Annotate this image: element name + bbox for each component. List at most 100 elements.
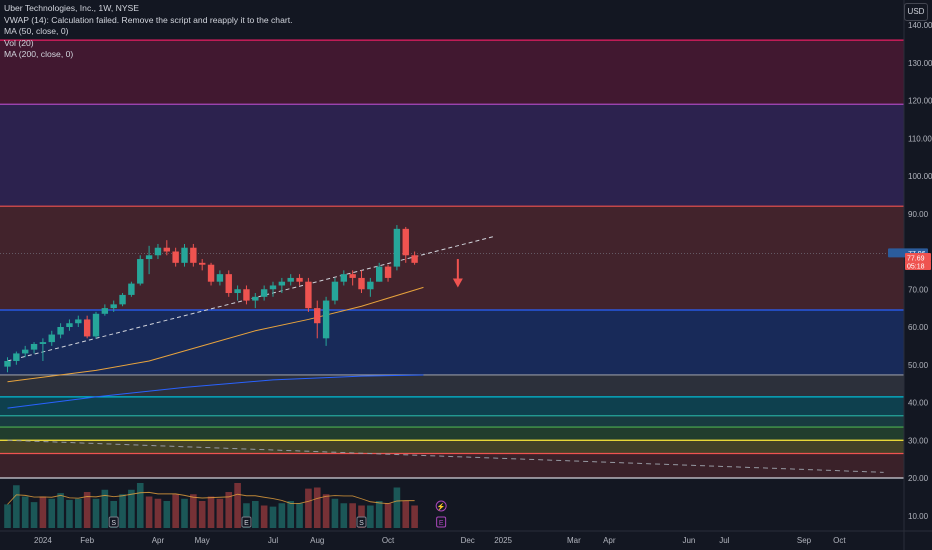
ma200-line xyxy=(7,374,424,409)
price-zone-8 xyxy=(0,440,904,454)
currency-button[interactable]: USD xyxy=(904,3,928,21)
time-tick-label: Dec xyxy=(461,536,475,545)
candle-body-4 xyxy=(39,342,47,344)
event-flash-marker xyxy=(435,500,447,512)
candle-body-29 xyxy=(260,289,268,297)
price-zone-4 xyxy=(0,374,904,397)
candle-body-27 xyxy=(243,289,250,301)
candle-body-12 xyxy=(110,304,117,309)
arrow-down-head xyxy=(452,278,463,288)
candle-body-3 xyxy=(30,343,38,350)
time-tick-label: May xyxy=(195,536,210,545)
price-tick-label: 90.00 xyxy=(908,210,929,219)
time-tick-label: Oct xyxy=(833,536,846,545)
volume-bar-44 xyxy=(393,487,401,528)
ma50-line xyxy=(7,286,424,383)
volume-ma-line xyxy=(7,491,415,505)
down-trend-line xyxy=(7,439,884,473)
candle-body-1 xyxy=(13,353,20,361)
legend-ma50[interactable]: MA (50, close, 0) xyxy=(4,26,69,37)
volume-bar-27 xyxy=(243,503,250,528)
candle-body-37 xyxy=(331,281,339,301)
candle-body-46 xyxy=(411,255,418,263)
volume-bar-18 xyxy=(163,501,171,528)
volume-bar-5 xyxy=(48,498,56,528)
time-tick-label: Jul xyxy=(719,536,729,545)
candle-body-30 xyxy=(269,285,277,290)
candle-body-33 xyxy=(296,277,303,282)
candle-body-5 xyxy=(48,334,55,343)
candle-body-32 xyxy=(287,277,294,282)
event-marker-label-2: S xyxy=(359,520,364,527)
volume-bar-26 xyxy=(234,483,241,528)
candle-body-20 xyxy=(181,247,188,263)
candle-body-34 xyxy=(305,281,312,309)
candle-body-10 xyxy=(92,313,100,337)
price-zone-1 xyxy=(0,104,904,207)
time-tick-label: Apr xyxy=(603,536,616,545)
volume-bar-6 xyxy=(57,493,64,528)
price-tag-label-1: 77.69 xyxy=(907,256,925,263)
price-tag-label-2: 05:18 xyxy=(907,264,925,271)
legend-vwap[interactable]: VWAP (14): Calculation failed. Remove th… xyxy=(4,14,293,25)
event-marker-1 xyxy=(241,516,252,528)
volume-bar-8 xyxy=(75,498,82,528)
price-zone-3 xyxy=(0,310,904,375)
price-tick-label: 100.00 xyxy=(908,172,932,181)
volume-bar-36 xyxy=(322,494,330,528)
time-tick-label: Mar xyxy=(567,536,581,545)
price-zone-7 xyxy=(0,427,904,441)
volume-bar-35 xyxy=(313,487,321,528)
legend-symbol[interactable]: Uber Technologies, Inc., 1W, NYSE xyxy=(4,3,140,13)
volume-bar-43 xyxy=(384,503,392,528)
candle-body-39 xyxy=(349,274,356,278)
volume-bar-7 xyxy=(66,499,73,528)
volume-bar-13 xyxy=(119,494,126,528)
volume-bar-11 xyxy=(101,489,109,528)
event-marker-2 xyxy=(356,516,367,528)
volume-bar-42 xyxy=(375,501,383,528)
volume-bar-39 xyxy=(349,503,356,528)
candle-body-25 xyxy=(225,274,232,294)
candle-body-36 xyxy=(322,300,330,339)
candle-body-26 xyxy=(234,289,241,294)
candle-body-42 xyxy=(376,266,383,282)
volume-bar-29 xyxy=(260,505,268,528)
legend-ma200[interactable]: MA (200, close, 0) xyxy=(4,49,74,60)
candle-body-22 xyxy=(199,262,206,265)
event-flash-icon: ⚡ xyxy=(437,502,446,511)
volume-bar-12 xyxy=(110,501,117,528)
candle-body-7 xyxy=(66,323,73,327)
candle-body-23 xyxy=(207,264,215,282)
volume-bar-21 xyxy=(190,494,197,528)
candle-body-6 xyxy=(57,327,64,335)
volume-bar-46 xyxy=(411,505,418,528)
time-tick-label: Jun xyxy=(682,536,695,545)
legend-volume[interactable]: Vol (20) xyxy=(4,37,34,48)
volume-bar-2 xyxy=(21,496,29,528)
volume-bar-38 xyxy=(340,503,348,528)
price-tick-label: 50.00 xyxy=(908,361,929,370)
candle-body-2 xyxy=(22,349,29,354)
price-tick-label: 10.00 xyxy=(908,512,929,521)
volume-bar-32 xyxy=(287,501,294,528)
event-marker-3 xyxy=(436,516,447,528)
candle-body-28 xyxy=(252,296,259,301)
volume-bar-28 xyxy=(252,501,259,528)
price-zone-2 xyxy=(0,206,904,311)
volume-bar-4 xyxy=(39,496,47,528)
candle-body-44 xyxy=(393,228,401,267)
volume-bar-20 xyxy=(181,498,188,528)
candle-body-11 xyxy=(101,308,109,314)
time-tick-label: Sep xyxy=(797,536,812,545)
volume-bar-3 xyxy=(30,502,38,528)
event-marker-label-0: S xyxy=(111,520,116,527)
time-tick-label: Jul xyxy=(268,536,278,545)
volume-bar-14 xyxy=(128,489,135,528)
volume-bar-15 xyxy=(136,483,144,528)
price-tick-label: 20.00 xyxy=(908,474,929,483)
volume-bar-22 xyxy=(198,501,206,528)
volume-bar-33 xyxy=(296,503,303,528)
candle-body-35 xyxy=(314,308,321,324)
